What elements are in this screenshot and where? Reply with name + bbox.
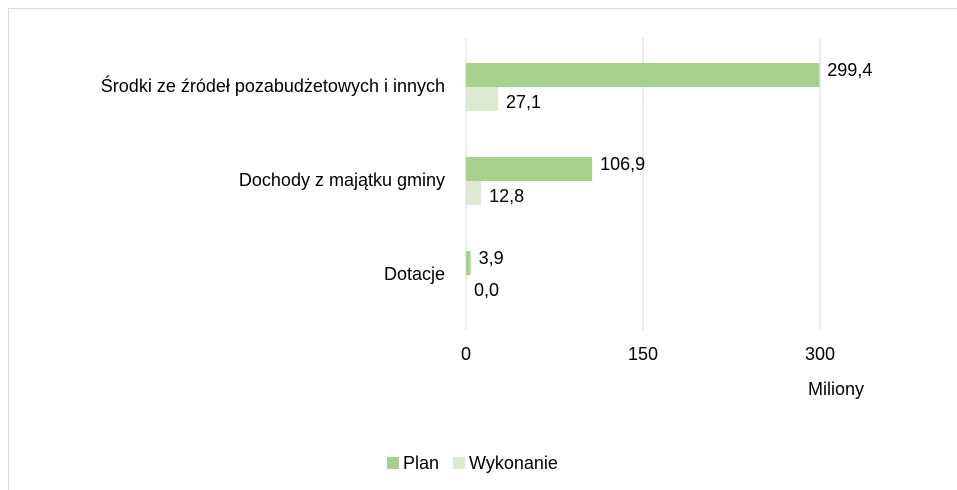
legend-label: Wykonanie <box>469 453 558 473</box>
bar <box>466 251 471 275</box>
data-label: 106,9 <box>600 154 645 174</box>
x-axis-label: Miliony <box>808 379 864 399</box>
x-tick-label: 150 <box>628 344 658 364</box>
bar <box>466 63 820 87</box>
bar <box>466 181 482 205</box>
y-tick-label: Dochody z majątku gminy <box>239 170 445 190</box>
legend-label: Plan <box>403 453 439 473</box>
y-tick-label: Dotacje <box>384 264 445 284</box>
chart-frame <box>8 8 957 490</box>
data-label: 0,0 <box>474 280 499 300</box>
data-label: 299,4 <box>827 60 872 80</box>
y-tick-label: Środki ze źródeł pozabudżetowych i innyc… <box>101 75 445 96</box>
x-tick-label: 0 <box>461 344 471 364</box>
bar <box>466 87 498 111</box>
bar <box>466 157 593 181</box>
legend-swatch <box>453 457 466 469</box>
x-tick-label: 300 <box>805 344 835 364</box>
legend-swatch <box>387 457 399 469</box>
data-label: 12,8 <box>489 186 524 206</box>
data-label: 27,1 <box>506 92 541 112</box>
data-label: 3,9 <box>479 248 504 268</box>
